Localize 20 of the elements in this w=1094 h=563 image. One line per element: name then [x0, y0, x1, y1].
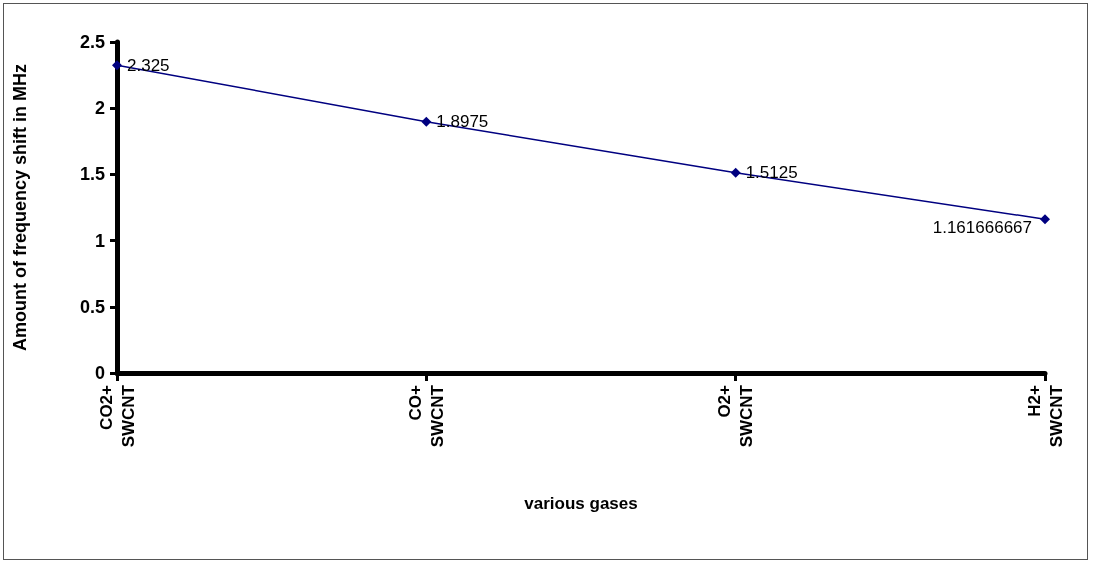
y-tick-label: 1 [94, 230, 105, 251]
y-tick-label: 2 [94, 98, 105, 119]
x-tick-label: CO+ SWCNT [405, 384, 447, 448]
point [730, 167, 741, 178]
point [112, 60, 122, 71]
x-axis-title: various gases [524, 494, 638, 513]
point [421, 116, 432, 127]
y-tick-label: 0 [94, 363, 105, 383]
data-label: 2.325 [127, 55, 170, 75]
point [1040, 214, 1050, 225]
y-tick-label: 0.5 [79, 296, 105, 317]
y-tick-label: 1.5 [79, 164, 105, 185]
x-tick-label: CO2+ SWCNT [96, 384, 138, 448]
y-axis-title: Amount of frequency shift in MHz [10, 64, 30, 351]
y-tick-label: 2.5 [79, 32, 105, 52]
data-label: 1.5125 [745, 163, 798, 183]
data-label: 1.161666667 [932, 218, 1033, 238]
x-tick-label: H2+ SWCNT [1024, 384, 1066, 448]
data-label: 1.8975 [436, 112, 489, 132]
x-tick-label: O2+ SWCNT [715, 384, 757, 448]
